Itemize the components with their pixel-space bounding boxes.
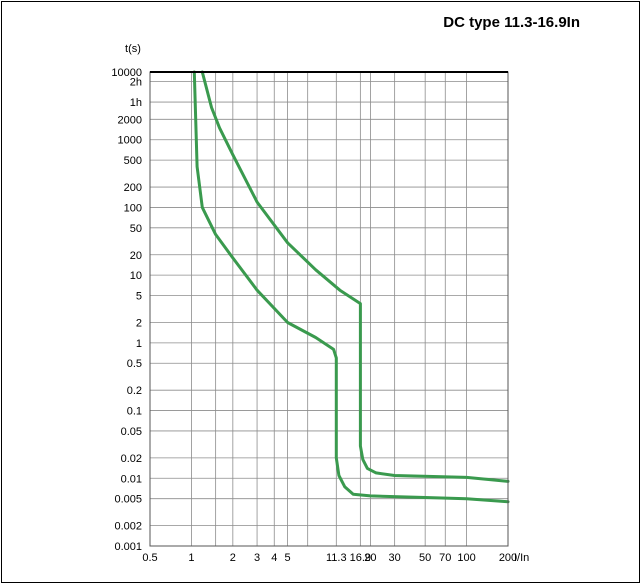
y-tick-label: 0.001 — [114, 541, 142, 553]
x-tick-label: 5 — [285, 552, 291, 564]
y-tick-label: 1h — [130, 97, 142, 109]
x-tick-label: 4 — [271, 552, 277, 564]
x-tick-label: 100 — [457, 552, 475, 564]
y-tick-label: 0.01 — [121, 473, 142, 485]
plot-border — [149, 71, 509, 547]
y-tick-label: 0.02 — [121, 453, 142, 465]
y-tick-label: 0.005 — [114, 494, 142, 506]
axes: 100002h1h200010005002001005020105210.50.… — [111, 67, 517, 564]
y-tick-label: 10000 — [111, 67, 142, 79]
x-tick-label: 3 — [254, 552, 260, 564]
y-tick-label: 1 — [136, 338, 142, 350]
y-tick-label: 0.5 — [127, 358, 142, 370]
y-tick-label: 100 — [124, 202, 142, 214]
y-tick-label: 20 — [130, 250, 142, 262]
y-tick-label: 1000 — [118, 135, 142, 147]
x-tick-label: 0.5 — [142, 552, 157, 564]
x-tick-label: 2 — [230, 552, 236, 564]
y-tick-label: 50 — [130, 223, 142, 235]
x-tick-label: 30 — [389, 552, 401, 564]
trip-curve-line — [200, 70, 510, 483]
x-tick-label: 16.9 — [350, 552, 371, 564]
y-tick-label: 10 — [130, 270, 142, 282]
x-tick-label: 11.3 — [326, 552, 347, 564]
y-tick-label: 0.05 — [121, 426, 142, 438]
x-tick-label: 1 — [188, 552, 194, 564]
x-tick-label: 200 — [499, 552, 517, 564]
x-axis-label: I/In — [514, 552, 529, 564]
y-tick-label: 2000 — [118, 114, 142, 126]
x-tick-label: 50 — [419, 552, 431, 564]
x-tick-label: 20 — [364, 552, 376, 564]
y-tick-label: 0.1 — [127, 406, 142, 418]
grid — [149, 71, 509, 547]
y-tick-label: 0.2 — [127, 385, 142, 397]
y-axis-label: t(s) — [125, 43, 141, 55]
y-tick-label: 200 — [124, 182, 142, 194]
y-tick-label: 2 — [136, 317, 142, 329]
y-tick-label: 500 — [124, 155, 142, 167]
curves — [192, 70, 510, 504]
y-tick-label: 5 — [136, 291, 142, 303]
x-tick-label: 70 — [439, 552, 451, 564]
y-tick-label: 2h — [130, 77, 142, 89]
trip-curve-line — [192, 70, 510, 504]
chart-title: DC type 11.3-16.9In — [443, 14, 580, 31]
y-tick-label: 0.002 — [114, 521, 142, 533]
